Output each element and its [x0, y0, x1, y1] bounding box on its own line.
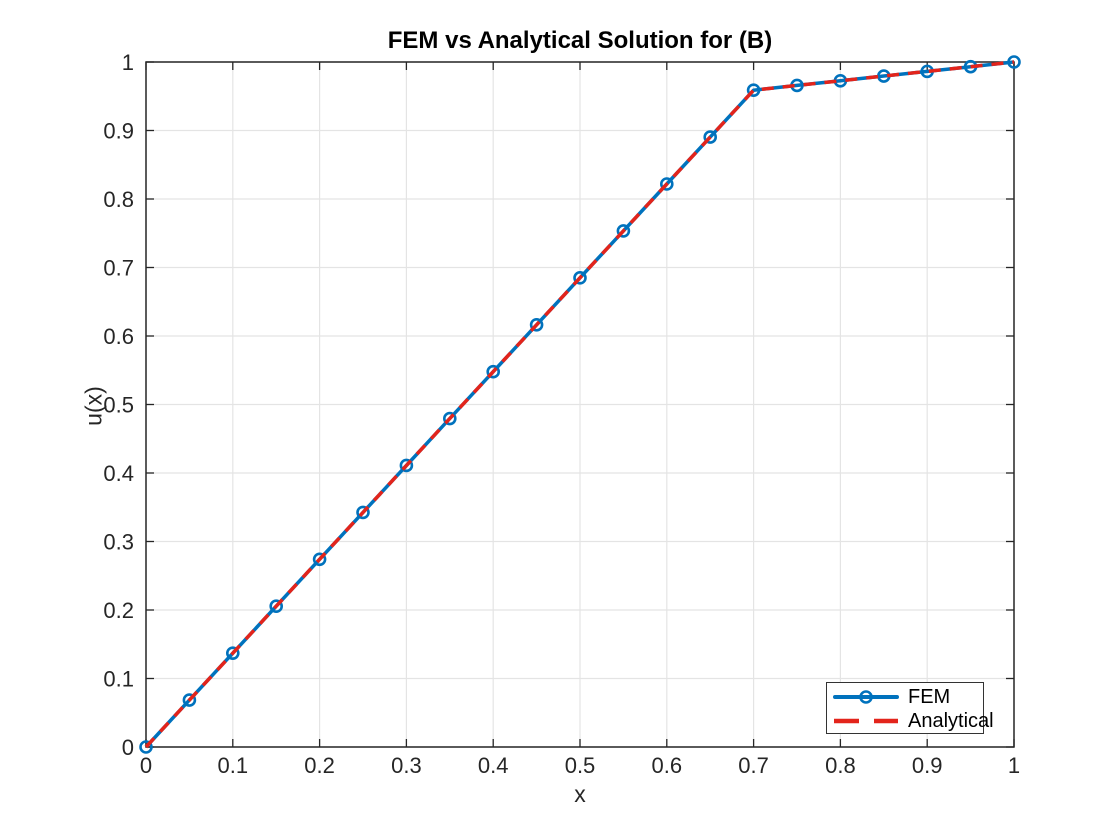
- x-tick-label: 0.1: [218, 753, 249, 778]
- axes-box: [145, 61, 1015, 748]
- x-tick-label: 0.4: [478, 753, 509, 778]
- x-tick-label: 0.6: [652, 753, 683, 778]
- y-tick-label: 0.4: [103, 461, 134, 486]
- x-tick-label: 0.2: [304, 753, 335, 778]
- x-tick-label: 0.9: [912, 753, 943, 778]
- fem-marker: [1007, 55, 1021, 69]
- legend: FEM Analytical: [826, 682, 994, 734]
- y-tick-label: 0.9: [103, 119, 134, 144]
- x-tick-label: 0.8: [825, 753, 856, 778]
- x-tick-label: 1: [1008, 753, 1020, 778]
- y-tick-label: 0.1: [103, 667, 134, 692]
- x-tick-label: 0: [140, 753, 152, 778]
- y-tick-label: 0.7: [103, 256, 134, 281]
- legend-item-analytical: Analytical: [827, 709, 994, 733]
- fem-marker: [659, 177, 674, 191]
- legend-item-fem: FEM: [827, 685, 983, 709]
- fem-marker: [573, 271, 587, 285]
- fem-marker: [139, 740, 153, 754]
- fem-marker: [746, 83, 761, 97]
- y-tick-label: 0.5: [103, 393, 134, 418]
- fem-marker: [616, 224, 631, 238]
- fem-marker: [703, 130, 718, 144]
- y-tick-label: 0.2: [103, 598, 134, 623]
- fem-marker: [226, 646, 240, 660]
- x-tick-label: 0.5: [565, 753, 596, 778]
- x-tick-label: 0.7: [738, 753, 769, 778]
- y-tick-label: 1: [122, 50, 134, 75]
- legend-label-analytical: Analytical: [908, 709, 994, 732]
- y-tick-label: 0.6: [103, 324, 134, 349]
- x-axis-label: x: [574, 781, 586, 807]
- chart-title: FEM vs Analytical Solution for (B): [387, 27, 773, 54]
- legend-label-fem: FEM: [908, 685, 951, 708]
- analytical-dash-sample-icon: [834, 718, 898, 724]
- fem-marker: [356, 505, 370, 520]
- x-tick-label: 0.3: [391, 753, 422, 778]
- fem-marker: [399, 458, 414, 473]
- analytical-line: [144, 60, 1015, 749]
- fem-marker: [312, 552, 327, 567]
- fem-marker: [486, 364, 501, 379]
- y-tick-label: 0.3: [103, 530, 134, 555]
- fem-marker: [529, 317, 544, 332]
- fem-marker: [442, 411, 457, 426]
- y-tick-label: 0: [122, 735, 134, 760]
- fem-marker: [182, 693, 197, 707]
- y-tick-label: 0.8: [103, 187, 134, 212]
- fem-marker: [269, 599, 284, 614]
- fem-line-sample-icon: [833, 690, 899, 704]
